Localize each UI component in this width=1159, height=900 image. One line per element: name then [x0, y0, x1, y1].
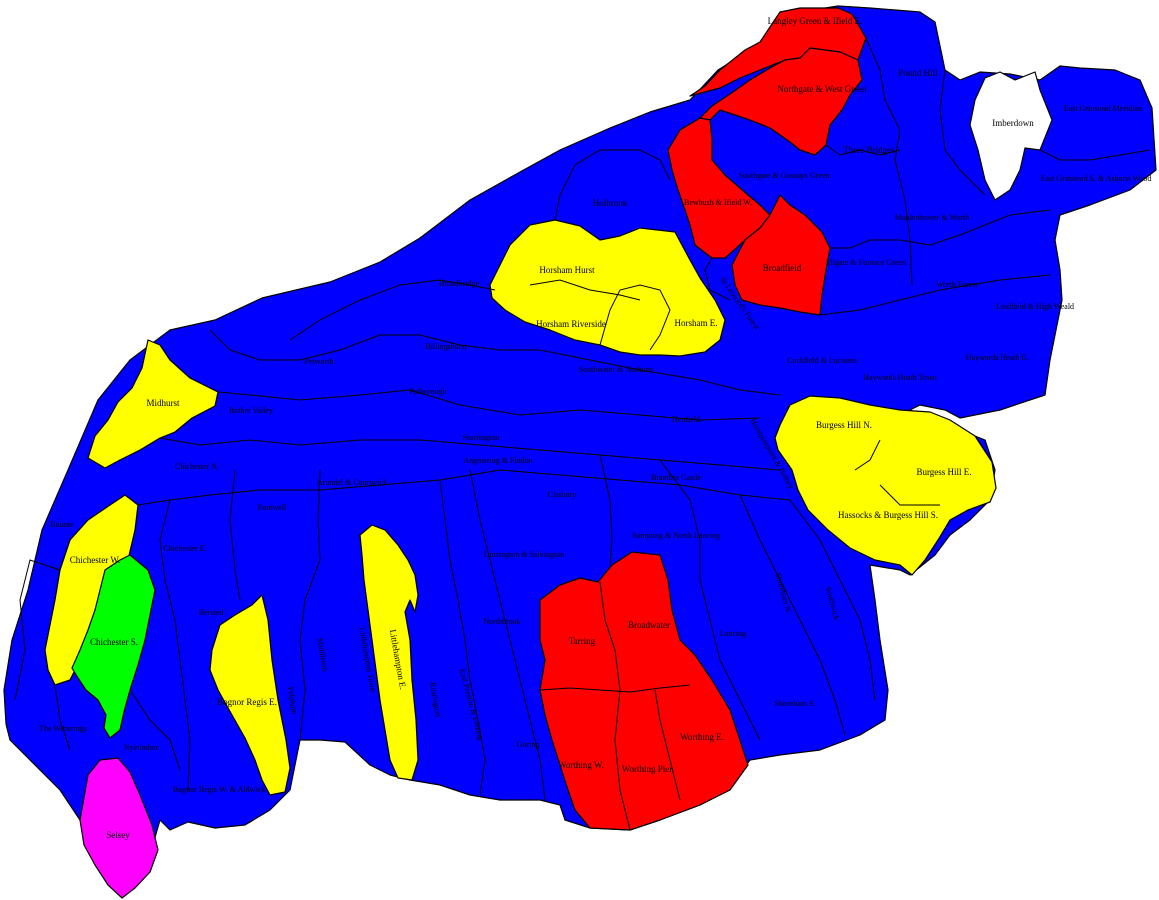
label-southwater: Southwater & Nuthurst	[579, 365, 654, 374]
label-bramber-castle: Bramber Castle	[651, 473, 701, 482]
region-imberdown	[969, 71, 1053, 201]
label-broadbridge: Broadbridge	[439, 279, 479, 288]
label-arundel: Arundel & Courtwick	[317, 478, 387, 487]
label-three-bridges: Three Bridges	[843, 145, 895, 155]
label-witterings: The Witterings	[39, 724, 87, 733]
region-selsey	[79, 757, 159, 899]
label-horsham-riverside: Horsham Riverside	[536, 319, 606, 329]
label-burgess-hill-n: Burgess Hill N.	[816, 420, 872, 430]
region-burgess-hill	[774, 395, 997, 576]
label-northgate: Northgate & West Green	[777, 84, 867, 94]
label-sompting: Sompting & North Lancing	[632, 531, 720, 540]
label-bourne: Bourne	[50, 520, 74, 529]
label-henfield: Henfield	[672, 415, 700, 424]
label-langley-green: Langley Green & Ifield E.	[768, 16, 863, 26]
label-petworth: Petworth	[305, 357, 334, 366]
region-worthing-south	[539, 551, 749, 831]
label-chichester-e: Chichester E.	[163, 544, 206, 553]
label-bognor-e: Bognor Regis E.	[217, 697, 277, 707]
label-shoreham-s: Shoreham S.	[775, 699, 816, 708]
label-midhurst: Midhurst	[146, 398, 180, 408]
label-bewbush: Bewbush & Ifield W.	[684, 198, 752, 207]
label-holbrook: Holbrook	[593, 198, 628, 208]
label-haywards-heath-town: Haywards Heath Town	[863, 373, 937, 382]
label-worthing-pier: Worthing Pier	[622, 764, 673, 774]
label-pulborough: Pulborough	[409, 387, 446, 396]
label-storrington: Storrington	[463, 433, 499, 442]
label-chichester-w: Chichester W.	[70, 555, 121, 565]
label-rother-valley: Rother Valley	[229, 406, 273, 415]
label-hassocks: Hassocks & Burgess Hill S.	[838, 510, 938, 520]
label-cissbury: Cissbury	[548, 490, 576, 499]
region-bognor-e	[209, 594, 291, 796]
label-horsham-hurst: Horsham Hurst	[539, 265, 595, 275]
label-nyetimber: Nyetimber	[124, 743, 159, 752]
label-durrington: Durrington & Salvington	[484, 550, 564, 559]
label-pound-hill: Pound Hill	[898, 68, 938, 78]
label-lancing: Lancing	[720, 629, 746, 638]
label-imberdown: Imberdown	[992, 118, 1034, 128]
label-maidenbower: Maidenbower & Worth	[895, 213, 969, 222]
region-midhurst	[87, 339, 219, 469]
label-worthing-w: Worthing W.	[558, 760, 604, 770]
label-bognor-w: Bognor Regis W. & Aldwick	[173, 785, 265, 794]
label-worthing-e: Worthing E.	[680, 732, 724, 742]
label-tarring: Tarring	[569, 636, 596, 646]
division-boundaries	[14, 37, 1151, 831]
region-littlehampton-e	[359, 524, 419, 781]
label-burgess-hill-e: Burgess Hill E.	[916, 467, 971, 477]
label-broadfield: Broadfield	[763, 263, 802, 273]
region-broadfield	[731, 194, 831, 316]
label-northbrook: Northbrook	[483, 617, 520, 626]
label-tilgate: Tilgate & Furnace Green	[826, 258, 906, 267]
label-selsey: Selsey	[106, 830, 130, 840]
label-bersted: Bersted	[199, 608, 223, 617]
label-cuckfield: Cuckfield & Lucastes	[787, 356, 857, 365]
region-horsham	[489, 219, 726, 357]
label-fontwell: Fontwell	[258, 503, 287, 512]
label-angmering: Angmering & Findon	[463, 456, 532, 465]
label-haywards-heath-e: Haywards Heath E.	[966, 353, 1028, 362]
region-chichester-s	[71, 554, 156, 739]
label-billingshurst: Billingshurst	[425, 342, 467, 351]
label-worth-forest: Worth Forest	[936, 280, 979, 289]
label-horsham-e: Horsham E.	[675, 318, 718, 328]
label-east-grinstead-s: East Grinstead S. & Ashurst Wood	[1041, 174, 1152, 183]
label-chichester-n: Chichester N.	[175, 462, 219, 471]
label-goring: Goring	[517, 740, 540, 749]
label-southgate: Southgate & Gossops Green	[739, 171, 830, 180]
label-broadwater: Broadwater	[628, 620, 670, 630]
label-east-grinstead-meridian: East Grinstead Meridian	[1064, 104, 1142, 113]
region-northgate	[699, 47, 863, 156]
label-chichester-s: Chichester S.	[90, 637, 138, 647]
label-lindfield: Lindfield & High Weald	[996, 302, 1074, 311]
